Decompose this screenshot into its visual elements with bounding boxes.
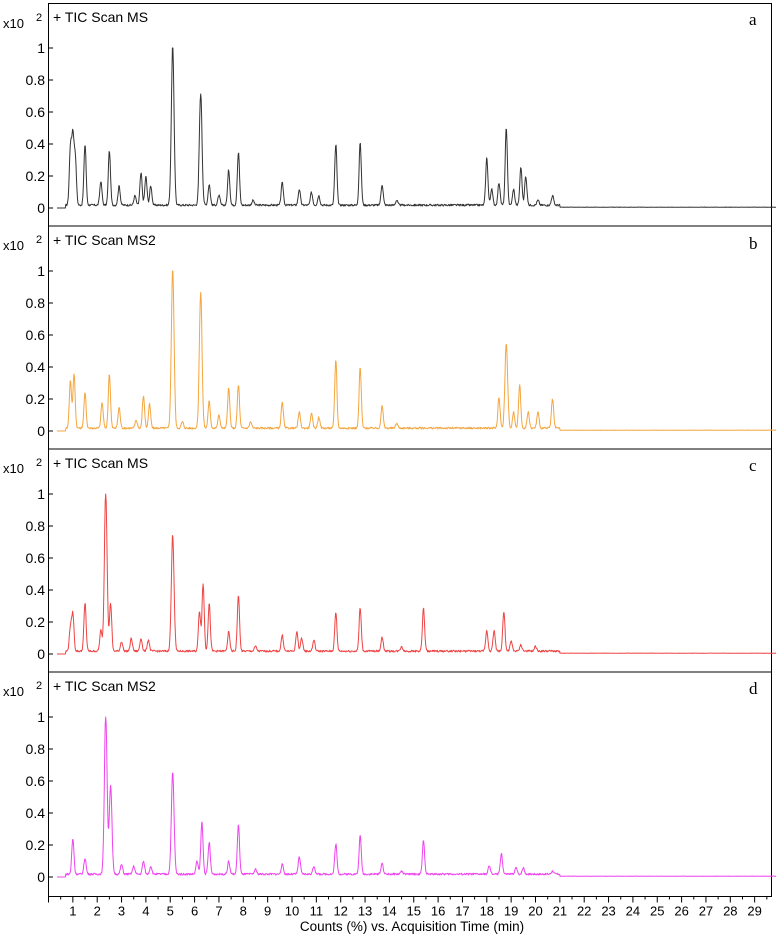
x-tick-label: 20 [528,904,542,919]
panel-a-letter: a [749,10,757,29]
x-tick-label: 14 [382,904,396,919]
panel-b-ytick-label: 0 [37,423,45,439]
panel-b-title: + TIC Scan MS2 [53,232,156,248]
x-tick-label: 7 [215,904,222,919]
panel-b-ytick-label: 0.2 [26,391,46,407]
x-tick-label: 16 [431,904,445,919]
panel-a-ytick-label: 1 [37,40,45,56]
x-tick-label: 5 [167,904,174,919]
x-tick-label: 9 [264,904,271,919]
panel-d-ytick-label: 0.4 [26,805,46,821]
x-axis-title: Counts (%) vs. Acquisition Time (min) [300,919,524,934]
plot-frame [48,3,772,897]
x-tick-label: 2 [94,904,101,919]
panel-a-title: + TIC Scan MS [53,9,148,25]
panel-d-letter: d [749,679,758,698]
panel-c-ytick-label: 0.6 [26,550,46,566]
panel-b-ytick-label: 1 [37,263,45,279]
x-tick-label: 19 [504,904,518,919]
panel-b-trace [57,270,776,432]
x-tick-label: 23 [601,904,615,919]
panel-c-scale-label: x10 [3,461,24,476]
panel-d-scale-label: x10 [3,684,24,699]
panel-a-ytick-label: 0.4 [26,136,46,152]
panel-d-ytick-label: 0.6 [26,773,46,789]
x-tick-label: 8 [240,904,247,919]
panel-d-scale-exponent: 2 [36,680,42,692]
x-tick-label: 1 [69,904,76,919]
panel-a-trace [57,47,776,209]
panel-c-ytick-label: 0.8 [26,518,46,534]
panel-b: + TIC Scan MS2 b x10 2 0 0.2 0.4 0.6 0.8 1 [3,225,776,439]
panel-d-ytick-label: 0.2 [26,837,46,853]
panel-c: + TIC Scan MS c x10 2 0 0.2 0.4 0.6 0.8 1 [3,448,776,662]
x-tick-label: 13 [358,904,372,919]
panel-b-ytick-label: 0.4 [26,359,46,375]
panel-b-letter: b [749,234,758,253]
x-tick-label: 6 [191,904,198,919]
x-tick-label: 17 [455,904,469,919]
x-tick-label: 10 [285,904,299,919]
panel-b-scale-label: x10 [3,238,24,253]
x-tick-label: 18 [480,904,494,919]
panel-a-scale-label: x10 [3,16,24,31]
x-tick-label: 4 [142,904,149,919]
panel-a-ytick-label: 0.6 [26,104,46,120]
panel-d-ytick-label: 1 [37,709,45,725]
panel-a-ytick-label: 0.2 [26,168,46,184]
x-tick-label: 15 [407,904,421,919]
panel-b-scale-exponent: 2 [36,234,42,246]
panel-a-scale-exponent: 2 [36,12,42,24]
panel-c-ytick-label: 1 [37,486,45,502]
panel-c-letter: c [749,456,757,475]
panel-d: + TIC Scan MS2 d x10 2 0 0.2 0.4 0.6 0.8 1 [3,671,776,885]
x-tick-label: 28 [723,904,737,919]
x-tick-label: 27 [699,904,713,919]
x-tick-label: 12 [333,904,347,919]
x-axis: 1 2 3 4 5 6 7 8 9 10 11 12 13 14 15 16 17 18 19 20 21 22 23 24 2… [48,896,768,919]
panel-c-trace [57,493,776,655]
x-tick-label: 24 [626,904,640,919]
panel-d-title: + TIC Scan MS2 [53,678,156,694]
panel-c-scale-exponent: 2 [36,457,42,469]
panel-c-ytick-label: 0.4 [26,582,46,598]
x-tick-label: 26 [674,904,688,919]
panel-c-ytick-label: 0.2 [26,614,46,630]
panel-b-ytick-label: 0.8 [26,295,46,311]
panel-d-trace [57,716,776,878]
panel-d-ytick-label: 0.8 [26,741,46,757]
panel-c-ytick-label: 0 [37,646,45,662]
x-tick-label: 29 [747,904,761,919]
panel-a: + TIC Scan MS a x10 2 0 0.2 0.4 0.6 0.8 1 [3,9,776,216]
panel-d-ytick-label: 0 [37,869,45,885]
panel-b-ytick-label: 0.6 [26,327,46,343]
x-tick-label: 3 [118,904,125,919]
panel-c-title: + TIC Scan MS [53,455,148,471]
x-tick-label: 21 [553,904,567,919]
x-tick-label: 22 [577,904,591,919]
panel-a-ytick-label: 0.8 [26,72,46,88]
panel-a-ytick-label: 0 [37,200,45,216]
x-tick-label: 25 [650,904,664,919]
x-tick-label: 11 [310,904,324,919]
